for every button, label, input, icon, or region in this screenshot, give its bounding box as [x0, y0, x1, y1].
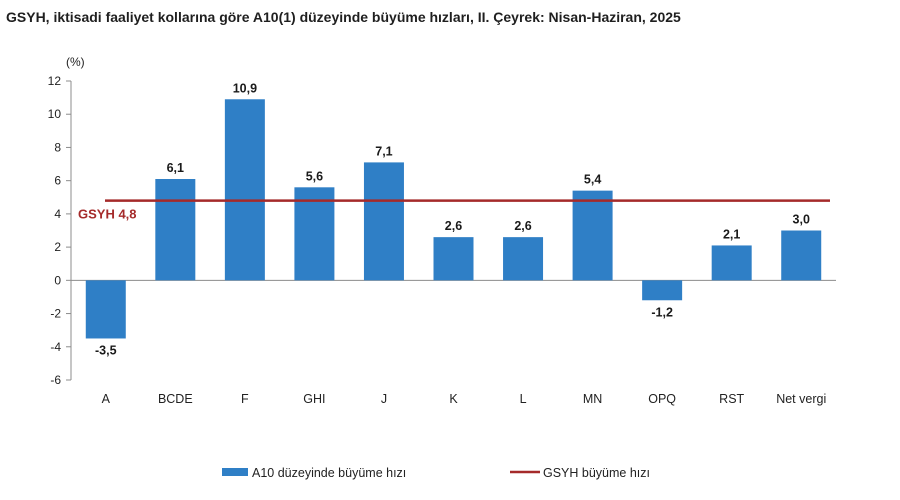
bar-rst	[711, 245, 752, 281]
category-label: Net vergi	[776, 392, 826, 406]
legend-bar-swatch	[222, 468, 248, 476]
legend-line-label: GSYH büyüme hızı	[543, 466, 650, 480]
bar-a	[85, 280, 126, 339]
y-tick-label: -4	[50, 340, 61, 354]
category-label: GHI	[303, 392, 325, 406]
gsyh-reference-label: GSYH 4,8	[78, 207, 137, 222]
category-label: F	[241, 392, 249, 406]
data-labels-group: -3,5 6,1 10,9 5,6 7,1 2,6 2,6 5,4 -1,2 2,1 3,0	[95, 81, 810, 357]
bar-ghi	[294, 187, 335, 281]
data-label: 5,6	[306, 169, 323, 183]
bar-opq	[642, 280, 683, 301]
data-label: 2,6	[514, 219, 531, 233]
bar-l	[503, 237, 544, 281]
y-axis-unit-label: (%)	[66, 55, 85, 69]
data-label: 7,1	[375, 144, 392, 158]
y-axis: (%) -6 -4 -2 0 2 4 6 8 10 12	[48, 55, 836, 387]
data-label: 2,1	[723, 227, 740, 241]
data-label: 6,1	[167, 161, 184, 175]
y-tick-label: 12	[48, 74, 62, 88]
category-label: MN	[583, 392, 602, 406]
category-label: BCDE	[158, 392, 193, 406]
data-label: -1,2	[651, 305, 673, 319]
bar-f	[224, 99, 265, 281]
legend-bar-label: A10 düzeyinde büyüme hızı	[252, 466, 406, 480]
category-label: L	[520, 392, 527, 406]
category-label: OPQ	[648, 392, 676, 406]
y-tick-label: 8	[54, 140, 61, 154]
y-tick-label: 4	[54, 207, 61, 221]
bar-k	[433, 237, 474, 281]
bar-j	[363, 162, 404, 281]
category-labels-group: A BCDE F GHI J K L MN OPQ RST Net vergi	[102, 392, 827, 406]
data-label: 2,6	[445, 219, 462, 233]
y-tick-label: -6	[50, 373, 61, 387]
chart-title: GSYH, iktisadi faaliyet kollarına göre A…	[6, 9, 681, 25]
data-label: 3,0	[793, 213, 810, 227]
bar-bcde	[155, 179, 196, 281]
bar-mn	[572, 190, 613, 281]
y-tick-label: 0	[54, 273, 61, 287]
y-tick-label: 10	[48, 107, 62, 121]
legend: A10 düzeyinde büyüme hızı GSYH büyüme hız…	[222, 466, 650, 480]
reference-line-group: GSYH 4,8	[78, 199, 830, 222]
category-label: K	[449, 392, 458, 406]
y-tick-label: -2	[50, 307, 61, 321]
bars-group	[85, 99, 822, 339]
category-label: J	[381, 392, 387, 406]
data-label: 5,4	[584, 173, 601, 187]
bar-net-vergi	[781, 230, 822, 281]
data-label: 10,9	[233, 81, 257, 95]
data-label: -3,5	[95, 343, 117, 357]
y-tick-label: 6	[54, 174, 61, 188]
y-tick-label: 2	[54, 240, 61, 254]
category-label: A	[102, 392, 111, 406]
category-label: RST	[719, 392, 744, 406]
